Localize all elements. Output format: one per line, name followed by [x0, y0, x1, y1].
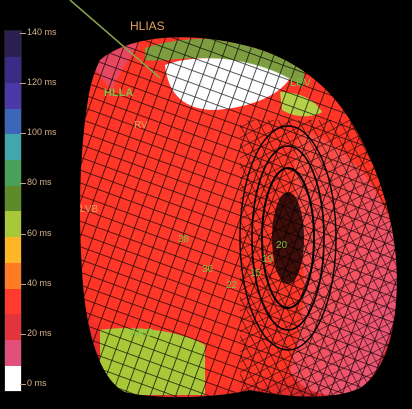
color-scale-segment	[5, 365, 21, 392]
color-scale-segment	[5, 313, 21, 341]
color-scale-tick-label: 20 ms	[27, 327, 52, 338]
landmark-hlla: HLLA	[104, 87, 133, 99]
landmark-rv: RV	[134, 120, 148, 131]
color-scale-tick-label: 120 ms	[27, 77, 57, 88]
color-scale-segment	[5, 339, 21, 366]
landmark-lpv: LPV	[290, 77, 311, 89]
color-scale-tick-label: 100 ms	[27, 127, 57, 138]
color-scale-tick-label: 40 ms	[27, 277, 52, 288]
color-scale-bar	[4, 30, 22, 392]
color-scale-segment	[5, 185, 21, 212]
landmark-hlias: HLIAS	[130, 19, 165, 33]
point-19: 19	[262, 254, 274, 265]
valve-opening	[272, 192, 304, 284]
color-scale-segment	[5, 108, 21, 135]
color-scale-segment	[5, 56, 21, 83]
point-15: 15	[250, 268, 262, 279]
color-scale-segment	[5, 262, 21, 289]
color-scale-segment	[5, 31, 21, 58]
color-scale-segment	[5, 288, 21, 315]
point-36: 36	[202, 264, 214, 275]
point-38: 38	[178, 234, 190, 245]
landmark-lvb: LVB	[80, 204, 98, 215]
color-scale-segment	[5, 159, 21, 186]
color-scale-tick-label: 80 ms	[27, 177, 52, 188]
catheter-line	[69, 0, 161, 79]
landmark-aro: ARO	[130, 327, 154, 339]
color-scale-segment	[5, 82, 21, 109]
color-scale-segment	[5, 211, 21, 238]
color-scale-segment	[5, 133, 21, 161]
color-scale-tick-label: 140 ms	[27, 27, 57, 37]
color-scale-tick-label: 0 ms	[27, 378, 47, 388]
point-20: 20	[276, 240, 288, 251]
color-scale-segment	[5, 236, 21, 263]
point-22: 22	[226, 280, 238, 291]
color-scale-tick-label: 60 ms	[27, 227, 52, 238]
